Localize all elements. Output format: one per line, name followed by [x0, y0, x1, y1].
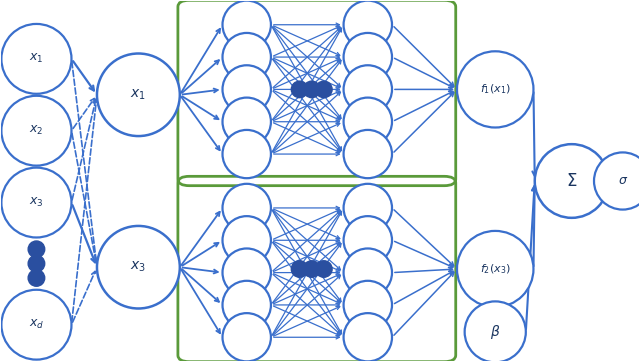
- Text: $x_1$: $x_1$: [131, 88, 147, 102]
- Text: $\beta$: $\beta$: [490, 323, 500, 341]
- Ellipse shape: [457, 231, 534, 307]
- Ellipse shape: [28, 241, 45, 257]
- Ellipse shape: [316, 261, 332, 277]
- Ellipse shape: [223, 313, 271, 361]
- Text: $f_1(x_1)$: $f_1(x_1)$: [480, 83, 511, 96]
- Ellipse shape: [344, 281, 392, 329]
- Text: $x_d$: $x_d$: [29, 318, 44, 331]
- Ellipse shape: [223, 184, 271, 232]
- Ellipse shape: [1, 96, 72, 166]
- Ellipse shape: [291, 261, 308, 277]
- Ellipse shape: [223, 248, 271, 297]
- Ellipse shape: [223, 33, 271, 81]
- Ellipse shape: [457, 51, 534, 127]
- Ellipse shape: [344, 248, 392, 297]
- Ellipse shape: [303, 261, 320, 277]
- Text: $\Sigma$: $\Sigma$: [566, 172, 577, 190]
- Ellipse shape: [344, 184, 392, 232]
- Ellipse shape: [291, 81, 308, 98]
- Ellipse shape: [344, 130, 392, 178]
- Ellipse shape: [594, 152, 640, 210]
- Ellipse shape: [344, 313, 392, 361]
- Text: $x_3$: $x_3$: [131, 260, 147, 274]
- Text: $x_3$: $x_3$: [29, 196, 44, 209]
- Ellipse shape: [344, 98, 392, 146]
- Ellipse shape: [316, 81, 332, 98]
- Ellipse shape: [344, 65, 392, 114]
- Ellipse shape: [1, 24, 72, 94]
- Ellipse shape: [97, 54, 180, 136]
- Ellipse shape: [223, 130, 271, 178]
- Ellipse shape: [344, 33, 392, 81]
- Text: $x_2$: $x_2$: [29, 124, 44, 137]
- Text: $x_1$: $x_1$: [29, 52, 44, 66]
- Ellipse shape: [344, 1, 392, 49]
- Ellipse shape: [223, 98, 271, 146]
- Ellipse shape: [465, 302, 526, 362]
- Ellipse shape: [223, 65, 271, 114]
- Ellipse shape: [303, 81, 320, 98]
- Ellipse shape: [223, 216, 271, 264]
- Ellipse shape: [28, 255, 45, 272]
- Ellipse shape: [223, 1, 271, 49]
- Ellipse shape: [1, 290, 72, 359]
- Ellipse shape: [28, 270, 45, 286]
- Ellipse shape: [1, 168, 72, 237]
- Ellipse shape: [223, 281, 271, 329]
- Text: $\sigma$: $\sigma$: [618, 174, 628, 188]
- Text: $f_2(x_3)$: $f_2(x_3)$: [480, 262, 511, 276]
- Ellipse shape: [535, 144, 609, 218]
- Ellipse shape: [97, 226, 180, 308]
- Ellipse shape: [344, 216, 392, 264]
